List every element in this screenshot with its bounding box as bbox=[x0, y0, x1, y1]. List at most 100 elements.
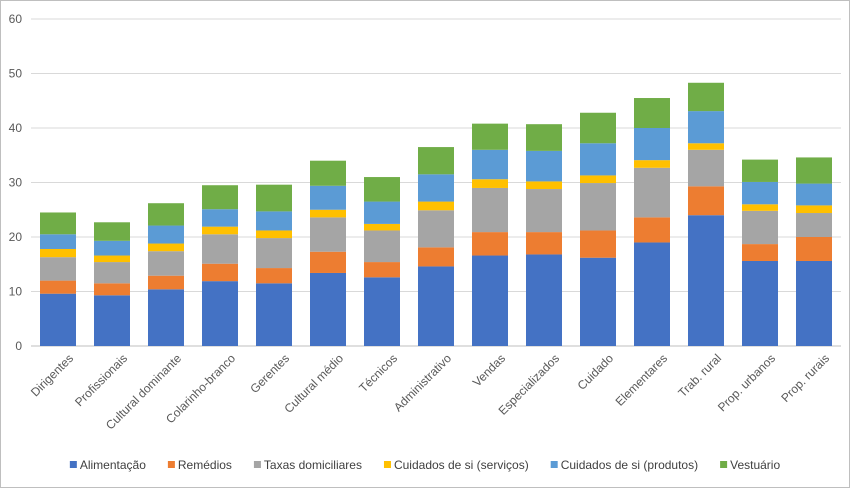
y-tick-label: 20 bbox=[9, 230, 23, 244]
bar-segment-cuidados-de-si-servicos bbox=[526, 181, 562, 190]
legend: Alimentação Remédios Taxas domiciliares Cui… bbox=[69, 458, 780, 472]
bar-segment-cuidados-de-si-produtos bbox=[418, 174, 454, 202]
bars bbox=[40, 82, 832, 346]
legend-swatch bbox=[383, 461, 391, 468]
bar-segment-alimentacao bbox=[256, 283, 292, 346]
bar-stack-colarinho-branco bbox=[202, 185, 238, 346]
bar-stack-elementares bbox=[634, 98, 670, 346]
bar-stack-prop-urbanos bbox=[742, 159, 778, 346]
legend-swatch bbox=[550, 461, 558, 468]
bar-segment-taxas-domiciliares bbox=[634, 167, 670, 218]
bar-segment-taxas-domiciliares bbox=[310, 217, 346, 252]
bar-segment-remedios bbox=[796, 237, 832, 261]
bar-segment-alimentacao bbox=[40, 293, 76, 346]
x-tick-label: Vendas bbox=[470, 351, 508, 389]
bar-stack-vendas bbox=[472, 123, 508, 346]
bar-segment-taxas-domiciliares bbox=[418, 210, 454, 248]
bar-segment-remedios bbox=[580, 230, 616, 258]
bar-segment-alimentacao bbox=[472, 255, 508, 346]
bar-segment-taxas-domiciliares bbox=[40, 257, 76, 281]
bar-segment-taxas-domiciliares bbox=[526, 189, 562, 233]
bar-segment-cuidados-de-si-produtos bbox=[256, 211, 292, 231]
bar-segment-alimentacao bbox=[148, 289, 184, 346]
x-tick-label: Dirigentes bbox=[28, 351, 76, 399]
bar-segment-taxas-domiciliares bbox=[94, 262, 130, 284]
y-axis: 0 10 20 30 40 50 60 bbox=[9, 12, 23, 353]
bar-segment-vestuario bbox=[634, 98, 670, 128]
bar-segment-taxas-domiciliares bbox=[202, 234, 238, 264]
bar-segment-alimentacao bbox=[526, 254, 562, 346]
legend-item-vestuario: Vestuário bbox=[720, 458, 780, 472]
bar-segment-cuidados-de-si-servicos bbox=[688, 143, 724, 150]
bar-stack-cultural-dominante bbox=[148, 203, 184, 346]
bar-segment-cuidados-de-si-servicos bbox=[796, 205, 832, 214]
x-tick-label: Prop. urbanos bbox=[715, 351, 778, 414]
bar-segment-vestuario bbox=[580, 112, 616, 144]
x-tick-label: Cuidado bbox=[575, 351, 617, 393]
bar-stack-especializados bbox=[526, 124, 562, 346]
bar-stack-tecnicos bbox=[364, 177, 400, 346]
legend-item-remedios: Remédios bbox=[167, 458, 232, 472]
y-tick-label: 0 bbox=[15, 339, 22, 353]
bar-segment-remedios bbox=[148, 275, 184, 290]
bar-segment-taxas-domiciliares bbox=[364, 230, 400, 263]
bar-segment-cuidados-de-si-servicos bbox=[472, 179, 508, 188]
bar-segment-cuidados-de-si-produtos bbox=[310, 185, 346, 210]
bar-segment-cuidados-de-si-produtos bbox=[202, 209, 238, 227]
bar-segment-remedios bbox=[688, 186, 724, 216]
bar-segment-remedios bbox=[634, 217, 670, 243]
legend-swatch bbox=[720, 461, 728, 468]
bar-segment-taxas-domiciliares bbox=[256, 238, 292, 269]
bar-segment-cuidados-de-si-produtos bbox=[94, 240, 130, 256]
bar-segment-taxas-domiciliares bbox=[688, 149, 724, 187]
bar-segment-alimentacao bbox=[688, 215, 724, 346]
bar-stack-cuidado bbox=[580, 112, 616, 346]
bar-stack-administrativo bbox=[418, 147, 454, 346]
bar-segment-cuidados-de-si-servicos bbox=[418, 201, 454, 211]
legend-label: Alimentação bbox=[80, 458, 146, 472]
bar-segment-vestuario bbox=[688, 82, 724, 112]
legend-label: Cuidados de si (serviços) bbox=[394, 458, 529, 472]
bar-segment-taxas-domiciliares bbox=[148, 251, 184, 276]
legend-item-cuidados-de-si-produtos: Cuidados de si (produtos) bbox=[550, 458, 698, 472]
bar-segment-cuidados-de-si-servicos bbox=[256, 230, 292, 239]
bar-stack-cultural-medio bbox=[310, 160, 346, 346]
bar-segment-cuidados-de-si-servicos bbox=[148, 243, 184, 252]
bar-segment-remedios bbox=[364, 262, 400, 278]
bar-segment-remedios bbox=[472, 232, 508, 256]
y-tick-label: 10 bbox=[9, 285, 23, 299]
bar-segment-taxas-domiciliares bbox=[742, 210, 778, 245]
bar-segment-cuidados-de-si-servicos bbox=[364, 223, 400, 231]
bar-segment-alimentacao bbox=[202, 281, 238, 346]
y-tick-label: 30 bbox=[9, 176, 23, 190]
x-tick-label: Prop. rurais bbox=[778, 351, 832, 405]
bar-segment-remedios bbox=[310, 251, 346, 273]
bar-stack-trab-rural bbox=[688, 82, 724, 346]
bar-segment-taxas-domiciliares bbox=[580, 183, 616, 231]
bar-segment-remedios bbox=[202, 263, 238, 282]
x-tick-label: Profissionais bbox=[72, 351, 130, 409]
bar-segment-alimentacao bbox=[580, 257, 616, 346]
bar-segment-cuidados-de-si-servicos bbox=[634, 160, 670, 168]
bar-segment-alimentacao bbox=[796, 260, 832, 346]
bar-segment-cuidados-de-si-produtos bbox=[526, 150, 562, 182]
bar-segment-vestuario bbox=[472, 123, 508, 150]
bar-segment-taxas-domiciliares bbox=[796, 213, 832, 237]
legend-item-taxas-domiciliares: Taxas domiciliares bbox=[253, 458, 362, 472]
bar-segment-cuidados-de-si-servicos bbox=[310, 209, 346, 218]
bar-segment-cuidados-de-si-produtos bbox=[796, 183, 832, 206]
legend-label: Vestuário bbox=[730, 458, 780, 472]
bar-segment-cuidados-de-si-produtos bbox=[580, 143, 616, 176]
bar-segment-cuidados-de-si-produtos bbox=[742, 181, 778, 205]
bar-segment-vestuario bbox=[796, 157, 832, 184]
bar-segment-remedios bbox=[40, 280, 76, 294]
bar-segment-vestuario bbox=[418, 147, 454, 175]
bar-stack-profissionais bbox=[94, 222, 130, 346]
bar-segment-vestuario bbox=[148, 203, 184, 226]
x-tick-label: Técnicos bbox=[356, 351, 400, 395]
bar-segment-alimentacao bbox=[634, 242, 670, 346]
bar-segment-cuidados-de-si-produtos bbox=[40, 234, 76, 249]
y-tick-label: 40 bbox=[9, 121, 23, 135]
